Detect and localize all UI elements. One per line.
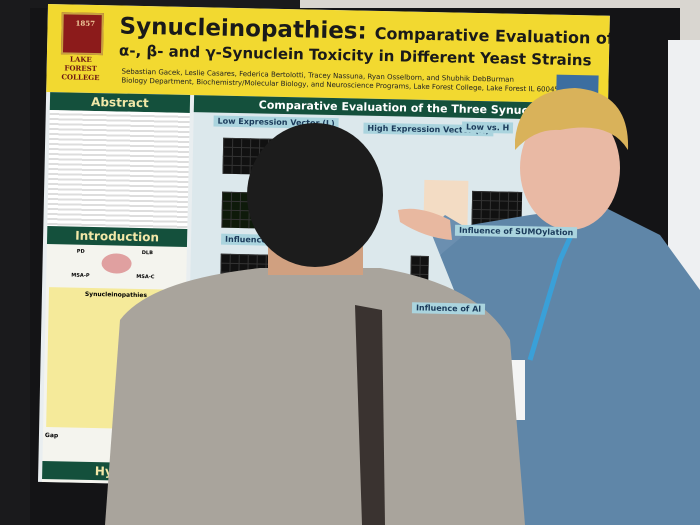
presenter-face bbox=[520, 106, 620, 230]
bag-strap bbox=[355, 305, 385, 525]
presenter-hand bbox=[398, 208, 452, 240]
influence-al-label: Influence of Al bbox=[411, 302, 486, 315]
presenter-hair bbox=[515, 88, 629, 150]
gray-jacket bbox=[105, 268, 525, 525]
visitor bbox=[105, 123, 525, 525]
low-vs-high-label: Low vs. H bbox=[461, 121, 514, 134]
visitor-hair bbox=[247, 123, 383, 267]
